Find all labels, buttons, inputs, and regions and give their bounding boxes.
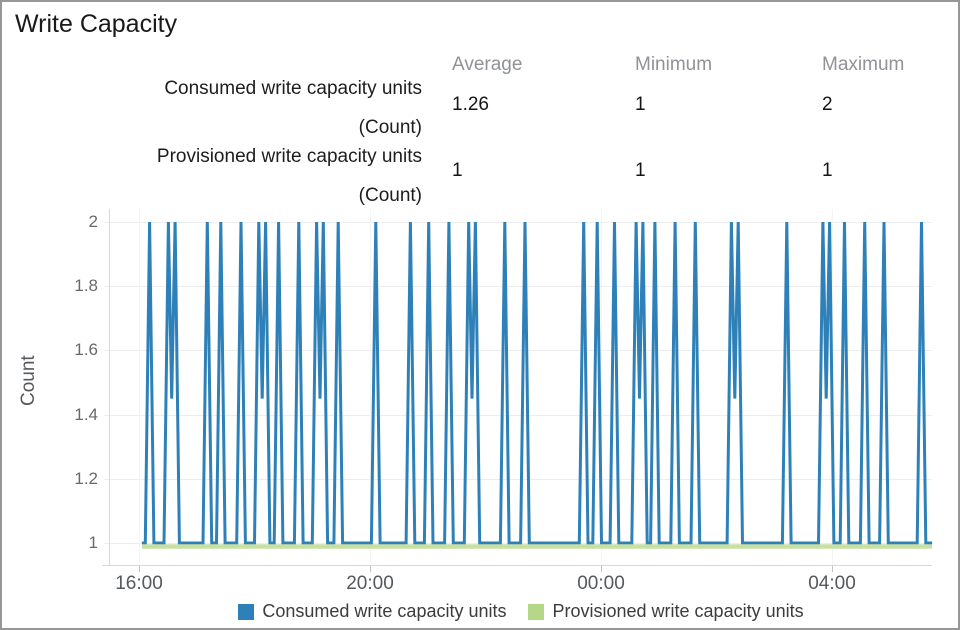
summary-column-header: Maximum <box>822 54 905 75</box>
y-tick-label: 1.2 <box>74 468 98 488</box>
x-tick-mark <box>832 565 833 572</box>
chart-plot-area[interactable] <box>110 209 932 565</box>
x-tick-mark <box>139 565 140 572</box>
summary-row-label: Provisioned write capacity units <box>156 146 422 167</box>
legend-swatch-icon <box>528 603 545 620</box>
summary-column-header: Minimum <box>635 54 713 75</box>
summary-row-unit: (Count) <box>358 117 422 138</box>
y-tick-label: 1.8 <box>74 276 98 296</box>
legend-label: Provisioned write capacity units <box>552 601 804 621</box>
x-axis-line <box>102 565 932 566</box>
summary-value: 1 <box>635 94 646 115</box>
chart-legend: Consumed write capacity units Provisioned… <box>110 601 932 622</box>
y-gridline <box>104 478 932 480</box>
x-tick-label: 20:00 <box>346 573 394 594</box>
x-gridline <box>601 209 602 565</box>
page-title: Write Capacity <box>15 10 178 38</box>
legend-item-provisioned[interactable]: Provisioned write capacity units <box>528 601 804 622</box>
y-axis-line <box>109 209 110 566</box>
legend-item-consumed[interactable]: Consumed write capacity units <box>238 601 506 622</box>
y-gridline <box>104 350 932 352</box>
x-tick-mark <box>370 565 371 572</box>
y-gridline <box>104 414 932 416</box>
y-tick-label: 1.4 <box>74 404 98 424</box>
summary-row-unit: (Count) <box>358 185 422 206</box>
legend-label: Consumed write capacity units <box>262 601 507 621</box>
y-tick-label: 2 <box>88 212 98 231</box>
y-gridline <box>104 286 932 288</box>
summary-value: 1 <box>635 160 646 181</box>
x-gridline <box>139 209 140 565</box>
x-tick-label: 04:00 <box>808 573 856 594</box>
summary-value: 1.26 <box>452 94 489 115</box>
x-tick-label: 00:00 <box>577 573 625 594</box>
summary-value: 2 <box>822 94 833 115</box>
consumed-series-line <box>141 221 933 545</box>
y-gridline <box>104 222 932 223</box>
summary-value: 1 <box>822 160 833 181</box>
y-tick-label: 1.6 <box>74 340 98 360</box>
y-tick-label: 1 <box>88 533 98 552</box>
x-tick-label: 16:00 <box>115 573 163 594</box>
summary-column-header: Average <box>452 54 523 75</box>
x-gridline <box>370 209 371 565</box>
x-tick-mark <box>601 565 602 572</box>
summary-value: 1 <box>452 160 463 181</box>
legend-swatch-icon <box>238 603 255 620</box>
summary-row-label: Consumed write capacity units <box>164 78 422 99</box>
